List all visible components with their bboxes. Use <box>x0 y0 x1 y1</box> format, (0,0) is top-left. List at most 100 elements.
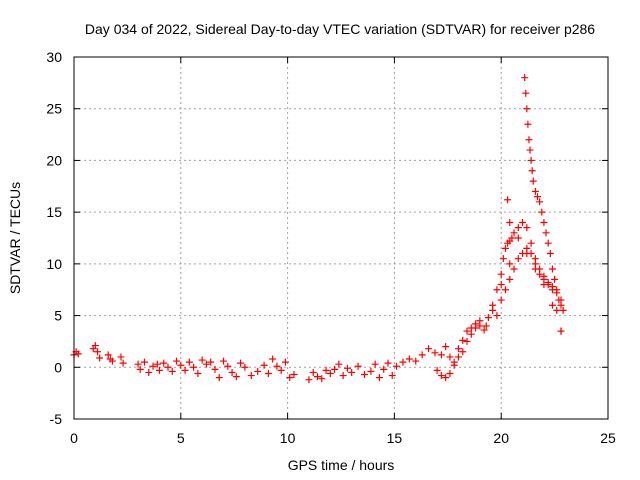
x-tick-label: 10 <box>280 430 296 446</box>
data-point <box>463 327 471 335</box>
data-point <box>207 358 215 366</box>
data-point <box>74 350 82 358</box>
data-point <box>540 281 548 289</box>
data-point <box>149 362 157 370</box>
data-point <box>540 218 548 226</box>
data-point <box>459 336 467 344</box>
data-point <box>506 218 514 226</box>
data-point <box>241 363 249 371</box>
data-point <box>493 286 501 294</box>
data-point <box>497 281 505 289</box>
data-point <box>108 357 116 365</box>
data-point <box>548 265 556 273</box>
data-point <box>305 376 313 384</box>
data-point <box>472 320 480 328</box>
data-point <box>375 374 383 382</box>
data-point <box>504 196 512 204</box>
data-point <box>318 375 326 383</box>
data-point <box>467 330 475 338</box>
data-point <box>497 296 505 304</box>
data-point <box>348 368 356 376</box>
data-point <box>522 89 530 97</box>
data-point <box>91 342 99 350</box>
y-tick-label: 5 <box>54 308 62 324</box>
data-point <box>526 146 534 154</box>
data-point <box>442 374 450 382</box>
data-point <box>211 365 219 373</box>
data-point <box>335 360 343 368</box>
data-point <box>454 353 462 361</box>
data-point <box>510 265 518 273</box>
data-point <box>534 193 542 201</box>
data-point <box>499 255 507 263</box>
data-point <box>393 362 401 370</box>
y-tick-label: 20 <box>46 152 62 168</box>
data-point <box>228 368 236 376</box>
data-point <box>277 366 285 374</box>
y-tick-label: 30 <box>46 49 62 65</box>
data-point <box>454 345 462 353</box>
data-point <box>360 371 368 379</box>
data-point <box>215 374 223 382</box>
data-point <box>546 250 554 258</box>
data-point <box>405 355 413 363</box>
data-point <box>484 314 492 322</box>
data-point <box>290 371 298 379</box>
data-point <box>388 372 396 380</box>
data-point <box>339 372 347 380</box>
data-point <box>425 345 433 353</box>
x-tick-label: 20 <box>493 430 509 446</box>
data-point <box>506 275 514 283</box>
data-point <box>164 363 172 371</box>
data-point <box>523 250 531 258</box>
data-point <box>194 369 202 377</box>
data-point <box>273 362 281 370</box>
data-point <box>557 327 565 335</box>
data-point <box>343 364 351 372</box>
data-point <box>177 361 185 369</box>
data-point <box>153 360 161 368</box>
data-point <box>433 366 441 374</box>
data-point <box>536 270 544 278</box>
x-tick-label: 25 <box>600 430 616 446</box>
plot-frame <box>73 56 609 420</box>
data-point <box>514 224 522 232</box>
y-tick-label: 10 <box>46 256 62 272</box>
data-point <box>254 367 262 375</box>
data-point <box>501 244 509 252</box>
data-point <box>431 349 439 357</box>
data-point <box>528 167 536 175</box>
y-tick-label: -5 <box>50 411 63 427</box>
data-point <box>531 265 539 273</box>
grid <box>74 57 608 419</box>
data-point <box>553 306 561 314</box>
data-point <box>104 351 112 359</box>
data-point <box>181 366 189 374</box>
data-point <box>446 369 454 377</box>
data-point <box>264 369 272 377</box>
data-point <box>155 366 163 374</box>
y-tick-label: 25 <box>46 101 62 117</box>
data-point <box>523 105 531 113</box>
data-point <box>309 368 317 376</box>
data-point <box>489 306 497 314</box>
data-point <box>134 360 142 368</box>
data-point <box>418 351 426 359</box>
y-tick-label: 0 <box>54 359 62 375</box>
data-point <box>93 348 101 356</box>
data-point <box>173 357 181 365</box>
data-point <box>463 337 471 345</box>
data-point <box>384 359 392 367</box>
data-point <box>527 156 535 164</box>
data-point <box>553 286 561 294</box>
data-point <box>237 359 245 367</box>
data-point <box>119 359 127 367</box>
data-point <box>514 255 522 263</box>
data-point <box>538 208 546 216</box>
data-point <box>446 353 454 361</box>
data-point <box>331 365 339 373</box>
data-point <box>286 374 294 382</box>
data-point <box>527 239 535 247</box>
data-point <box>476 317 484 325</box>
